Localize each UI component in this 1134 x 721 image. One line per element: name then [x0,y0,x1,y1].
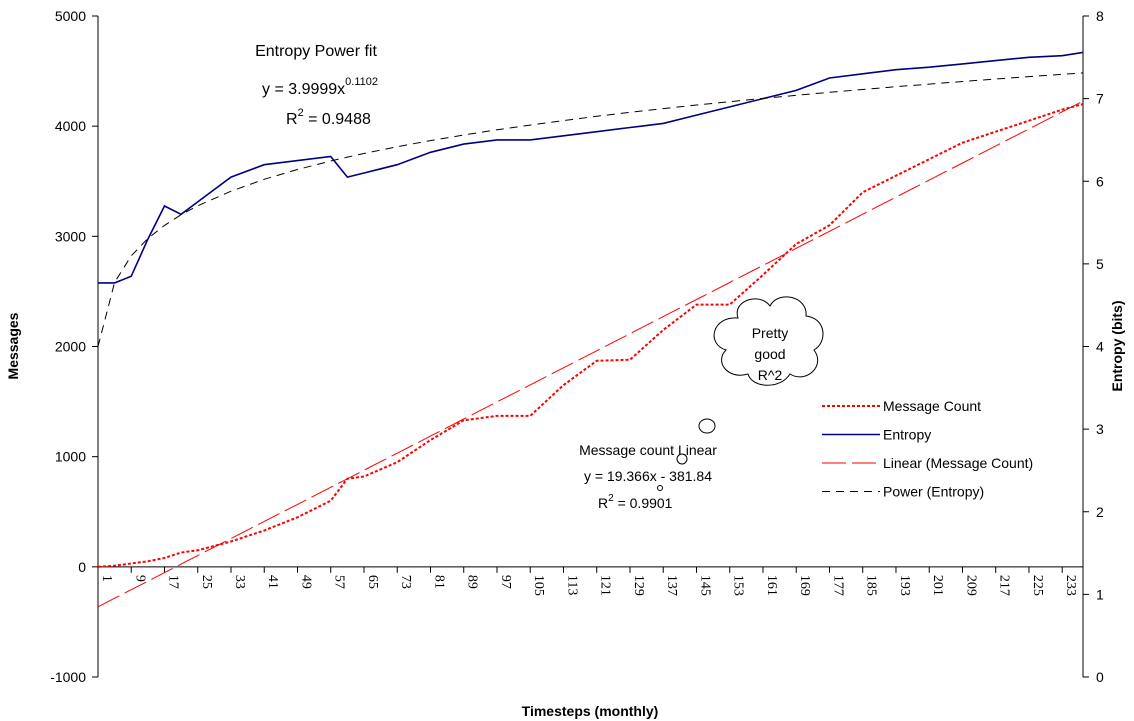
y-tick-label: 2000 [55,339,86,355]
y-tick-label: -1000 [50,669,86,685]
annotation: 2 [298,107,304,119]
x-tick-label: 41 [265,575,280,589]
y-tick-label: 1000 [55,449,86,465]
x-tick-label: 177 [830,575,845,596]
callout-text: good [754,346,785,362]
x-tick-label: 81 [431,575,446,589]
x-tick-label: 129 [631,575,646,596]
annotation: y = 19.366x - 381.84 [584,468,712,484]
x-tick-label: 225 [1030,575,1045,596]
x-tick-label: 161 [764,575,779,596]
legend-label: Entropy [883,427,931,443]
y-tick-label: 4000 [55,118,86,134]
legend-label: Linear (Message Count) [883,455,1033,471]
annotation: Message count Linear [579,442,717,458]
x-tick-label: 153 [731,575,746,596]
x-tick-label: 193 [897,575,912,596]
callout-text: Pretty [752,325,789,341]
x-tick-label: 105 [531,575,546,596]
x-tick-label: 217 [997,575,1012,596]
callout-dot [698,418,716,434]
y2-tick-label: 5 [1096,256,1104,272]
y2-tick-label: 3 [1096,421,1104,437]
callout: Pretty good R^2 [657,296,824,491]
x-tick-label: 33 [232,575,247,589]
x-tick-label: 137 [664,575,679,596]
annotation: 2 [608,493,614,504]
x-tick-label: 17 [165,575,180,589]
y-tick-label: 3000 [55,228,86,244]
x-tick-label: 145 [697,575,712,596]
series-line [97,103,1084,568]
x-tick-label: 169 [797,575,812,596]
annotation: R [286,111,298,128]
annotation: R2 = 0.9901 [598,493,673,511]
annotation: R2 = 0.9488 [286,107,371,128]
x-tick-label: 49 [298,575,313,589]
x-tick-label: 97 [498,575,513,589]
x-tick-label: 233 [1063,575,1078,596]
y2-tick-label: 8 [1096,8,1104,24]
annotation: Entropy Power fit [255,43,377,60]
y-tick-label: 5000 [55,8,86,24]
callout-bubble [713,296,824,386]
legend-label: Message Count [883,398,981,414]
y2-tick-label: 7 [1096,91,1104,107]
series-line [98,51,1084,284]
y2-tick-label: 4 [1096,339,1104,355]
callout-text: R^2 [758,367,783,383]
y2-tick-label: 1 [1096,586,1104,602]
x-tick-label: 1 [99,575,114,582]
legend-label: Power (Entropy) [883,484,984,500]
x-tick-label: 89 [465,575,480,589]
x-tick-label: 121 [598,575,613,596]
y2-tick-label: 2 [1096,504,1104,520]
x-tick-label: 113 [564,575,579,595]
x-axis-label: Timesteps (monthly) [522,703,659,719]
y-tick-label: 0 [78,559,86,575]
x-tick-label: 73 [398,575,413,589]
y-axis-label: Messages [5,312,21,379]
x-tick-label: 57 [332,575,347,589]
series-line [97,72,1084,347]
x-tick-label: 25 [199,575,214,589]
x-tick-label: 9 [132,575,147,582]
y2-axis-label: Entropy (bits) [1109,301,1125,392]
x-tick-label: 201 [930,575,945,596]
callout-dot [657,485,663,491]
annotation: R [598,495,608,511]
annotation: y = 3.9999x0.1102 [262,76,378,98]
annotation: y = 3.9999x [262,81,345,98]
annotation: = 0.9901 [614,495,673,511]
series-line [97,100,1084,608]
x-tick-label: 209 [963,575,978,596]
annotation: = 0.9488 [304,111,371,128]
y2-tick-label: 0 [1096,669,1104,685]
x-tick-label: 185 [864,575,879,596]
y2-tick-label: 6 [1096,173,1104,189]
annotation: 0.1102 [345,76,378,88]
callout-dot [676,453,688,465]
x-tick-label: 65 [365,575,380,589]
